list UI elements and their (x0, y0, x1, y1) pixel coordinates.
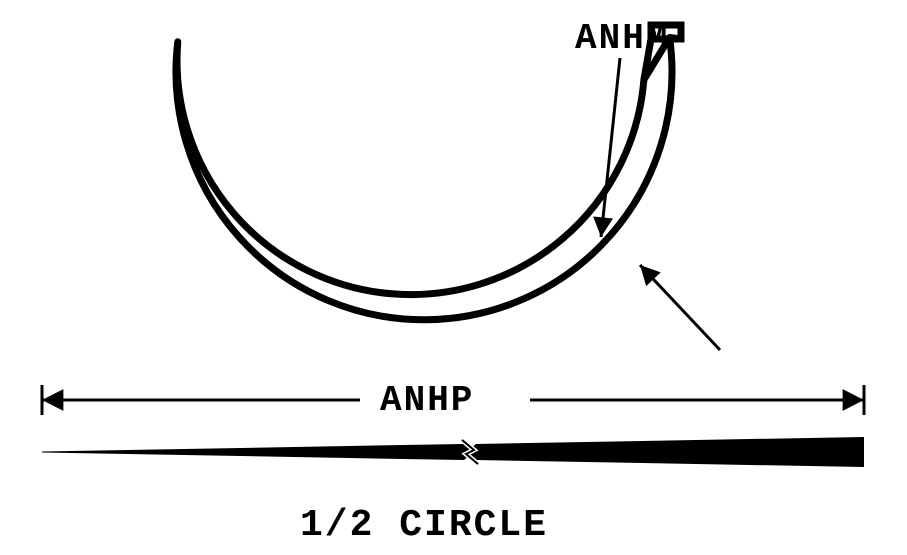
anhp-arrowhead-left (42, 389, 63, 411)
taper-bar-left (42, 444, 474, 460)
anhp-arrowhead-right (843, 389, 864, 411)
taper-bar-right (466, 437, 864, 467)
anhm-label: ANHM (575, 18, 669, 59)
needle-cap-connector (670, 38, 681, 40)
needle-arc (176, 38, 672, 320)
caption: 1/2 CIRCLE (300, 504, 548, 547)
anhp-label: ANHP (380, 380, 474, 421)
anhm-leader-1 (601, 58, 620, 237)
